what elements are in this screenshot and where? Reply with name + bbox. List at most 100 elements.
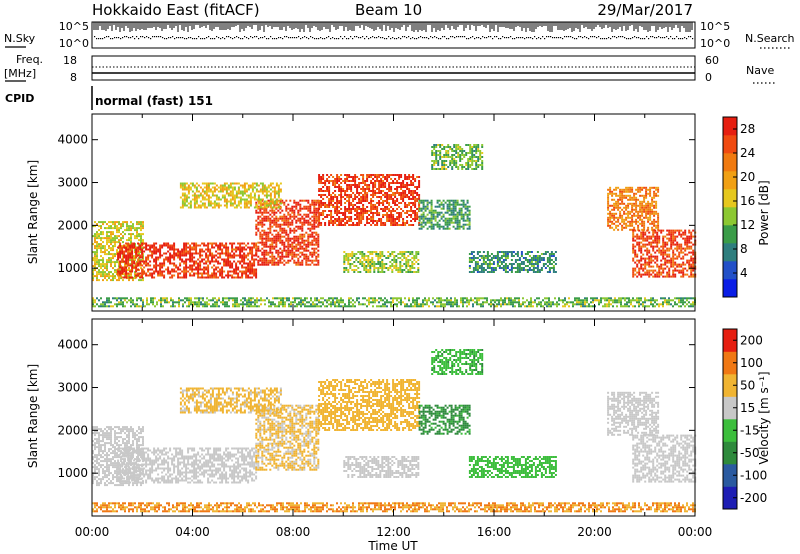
echo-cell (355, 259, 358, 261)
echo-cell (151, 244, 154, 247)
echo-cell (416, 208, 419, 210)
echo-cell (303, 247, 306, 250)
date-title: 29/Mar/2017 (597, 1, 693, 19)
echo-cell (245, 202, 248, 205)
echo-cell (320, 204, 323, 206)
echo-cell (275, 200, 278, 203)
echo-cell (211, 274, 214, 277)
echo-cell (364, 194, 367, 196)
echo-cell (297, 219, 300, 222)
echo-cell (213, 270, 216, 273)
echo-cell (392, 208, 395, 210)
echo-cell (481, 146, 484, 148)
echo-cell (384, 176, 387, 178)
echo-cell (309, 227, 312, 230)
echo-cell (249, 186, 252, 189)
echo-cell (465, 154, 468, 156)
echo-cell (490, 267, 493, 269)
echo-cell (528, 251, 531, 253)
echo-cell (538, 255, 541, 257)
echo-cell (94, 261, 96, 264)
echo-cell (271, 259, 274, 262)
echo-cell (396, 186, 399, 188)
echo-cell (213, 206, 216, 209)
echo-cell (354, 224, 357, 226)
echo-cell (295, 249, 298, 252)
echo-cell (420, 199, 423, 202)
echo-cell (398, 220, 401, 222)
echo-cell (374, 190, 377, 192)
echo-cell (406, 204, 409, 206)
echo-cell (466, 215, 469, 218)
echo-cell (269, 227, 272, 230)
echo-cell (338, 206, 341, 208)
echo-cell (130, 227, 132, 230)
echo-cell (400, 184, 403, 186)
echo-cell (201, 182, 204, 185)
echo-cell (428, 211, 431, 214)
echo-cell (320, 190, 323, 192)
echo-cell (381, 265, 384, 267)
echo-cell (387, 251, 390, 253)
echo-cell (403, 253, 406, 255)
echo-cell (135, 268, 138, 271)
echo-cell (253, 186, 256, 189)
echo-cell (336, 196, 339, 198)
echo-cell (412, 176, 415, 178)
echo-cell (112, 275, 114, 278)
echo-cell (134, 273, 136, 276)
echo-cell (187, 206, 190, 209)
echo-cell (516, 251, 519, 253)
echo-cell (201, 276, 204, 279)
echo-cell (379, 255, 382, 257)
echo-cell (225, 192, 228, 195)
echo-cell (443, 156, 446, 158)
echo-cell (305, 207, 308, 210)
echo-cell (405, 259, 408, 261)
echo-cell (460, 213, 463, 216)
echo-cell (157, 250, 160, 253)
echo-cell (293, 259, 296, 262)
echo-cell (287, 251, 290, 254)
echo-cell (134, 275, 136, 278)
echo-cell (554, 263, 557, 265)
echo-cell (297, 225, 300, 228)
echo-cell (374, 224, 377, 226)
echo-cell (401, 255, 404, 257)
echo-cell (297, 247, 300, 250)
echo-cell (219, 262, 222, 265)
echo-cell (211, 254, 214, 257)
echo-cell (388, 182, 391, 184)
echo-cell (457, 152, 460, 154)
echo-cell (320, 202, 323, 204)
echo-cell (353, 269, 356, 271)
echo-cell (223, 252, 226, 255)
echo-cell (373, 263, 376, 265)
echo-cell (110, 231, 112, 234)
echo-cell (617, 216, 620, 219)
echo-cell (377, 255, 380, 257)
echo-cell (449, 162, 452, 164)
echo-cell (127, 252, 130, 255)
echo-cell (351, 255, 354, 257)
echo-cell (269, 231, 272, 234)
echo-cell (229, 242, 232, 245)
echo-cell (336, 180, 339, 182)
echo-cell (443, 162, 446, 164)
echo-cell (430, 203, 433, 206)
echo-cell (390, 210, 393, 212)
echo-cell (345, 257, 348, 259)
echo-cell (406, 222, 409, 224)
nsearch-point (286, 36, 288, 38)
echo-cell (439, 154, 442, 156)
echo-cell (397, 271, 400, 273)
echo-cell (552, 253, 555, 255)
echo-cell (185, 274, 188, 277)
echo-cell (366, 180, 369, 182)
nsearch-point (124, 36, 126, 38)
echo-cell (361, 263, 364, 265)
echo-cell (257, 217, 260, 220)
echo-cell (468, 209, 471, 212)
echo-cell (229, 270, 232, 273)
echo-cell (114, 223, 116, 226)
